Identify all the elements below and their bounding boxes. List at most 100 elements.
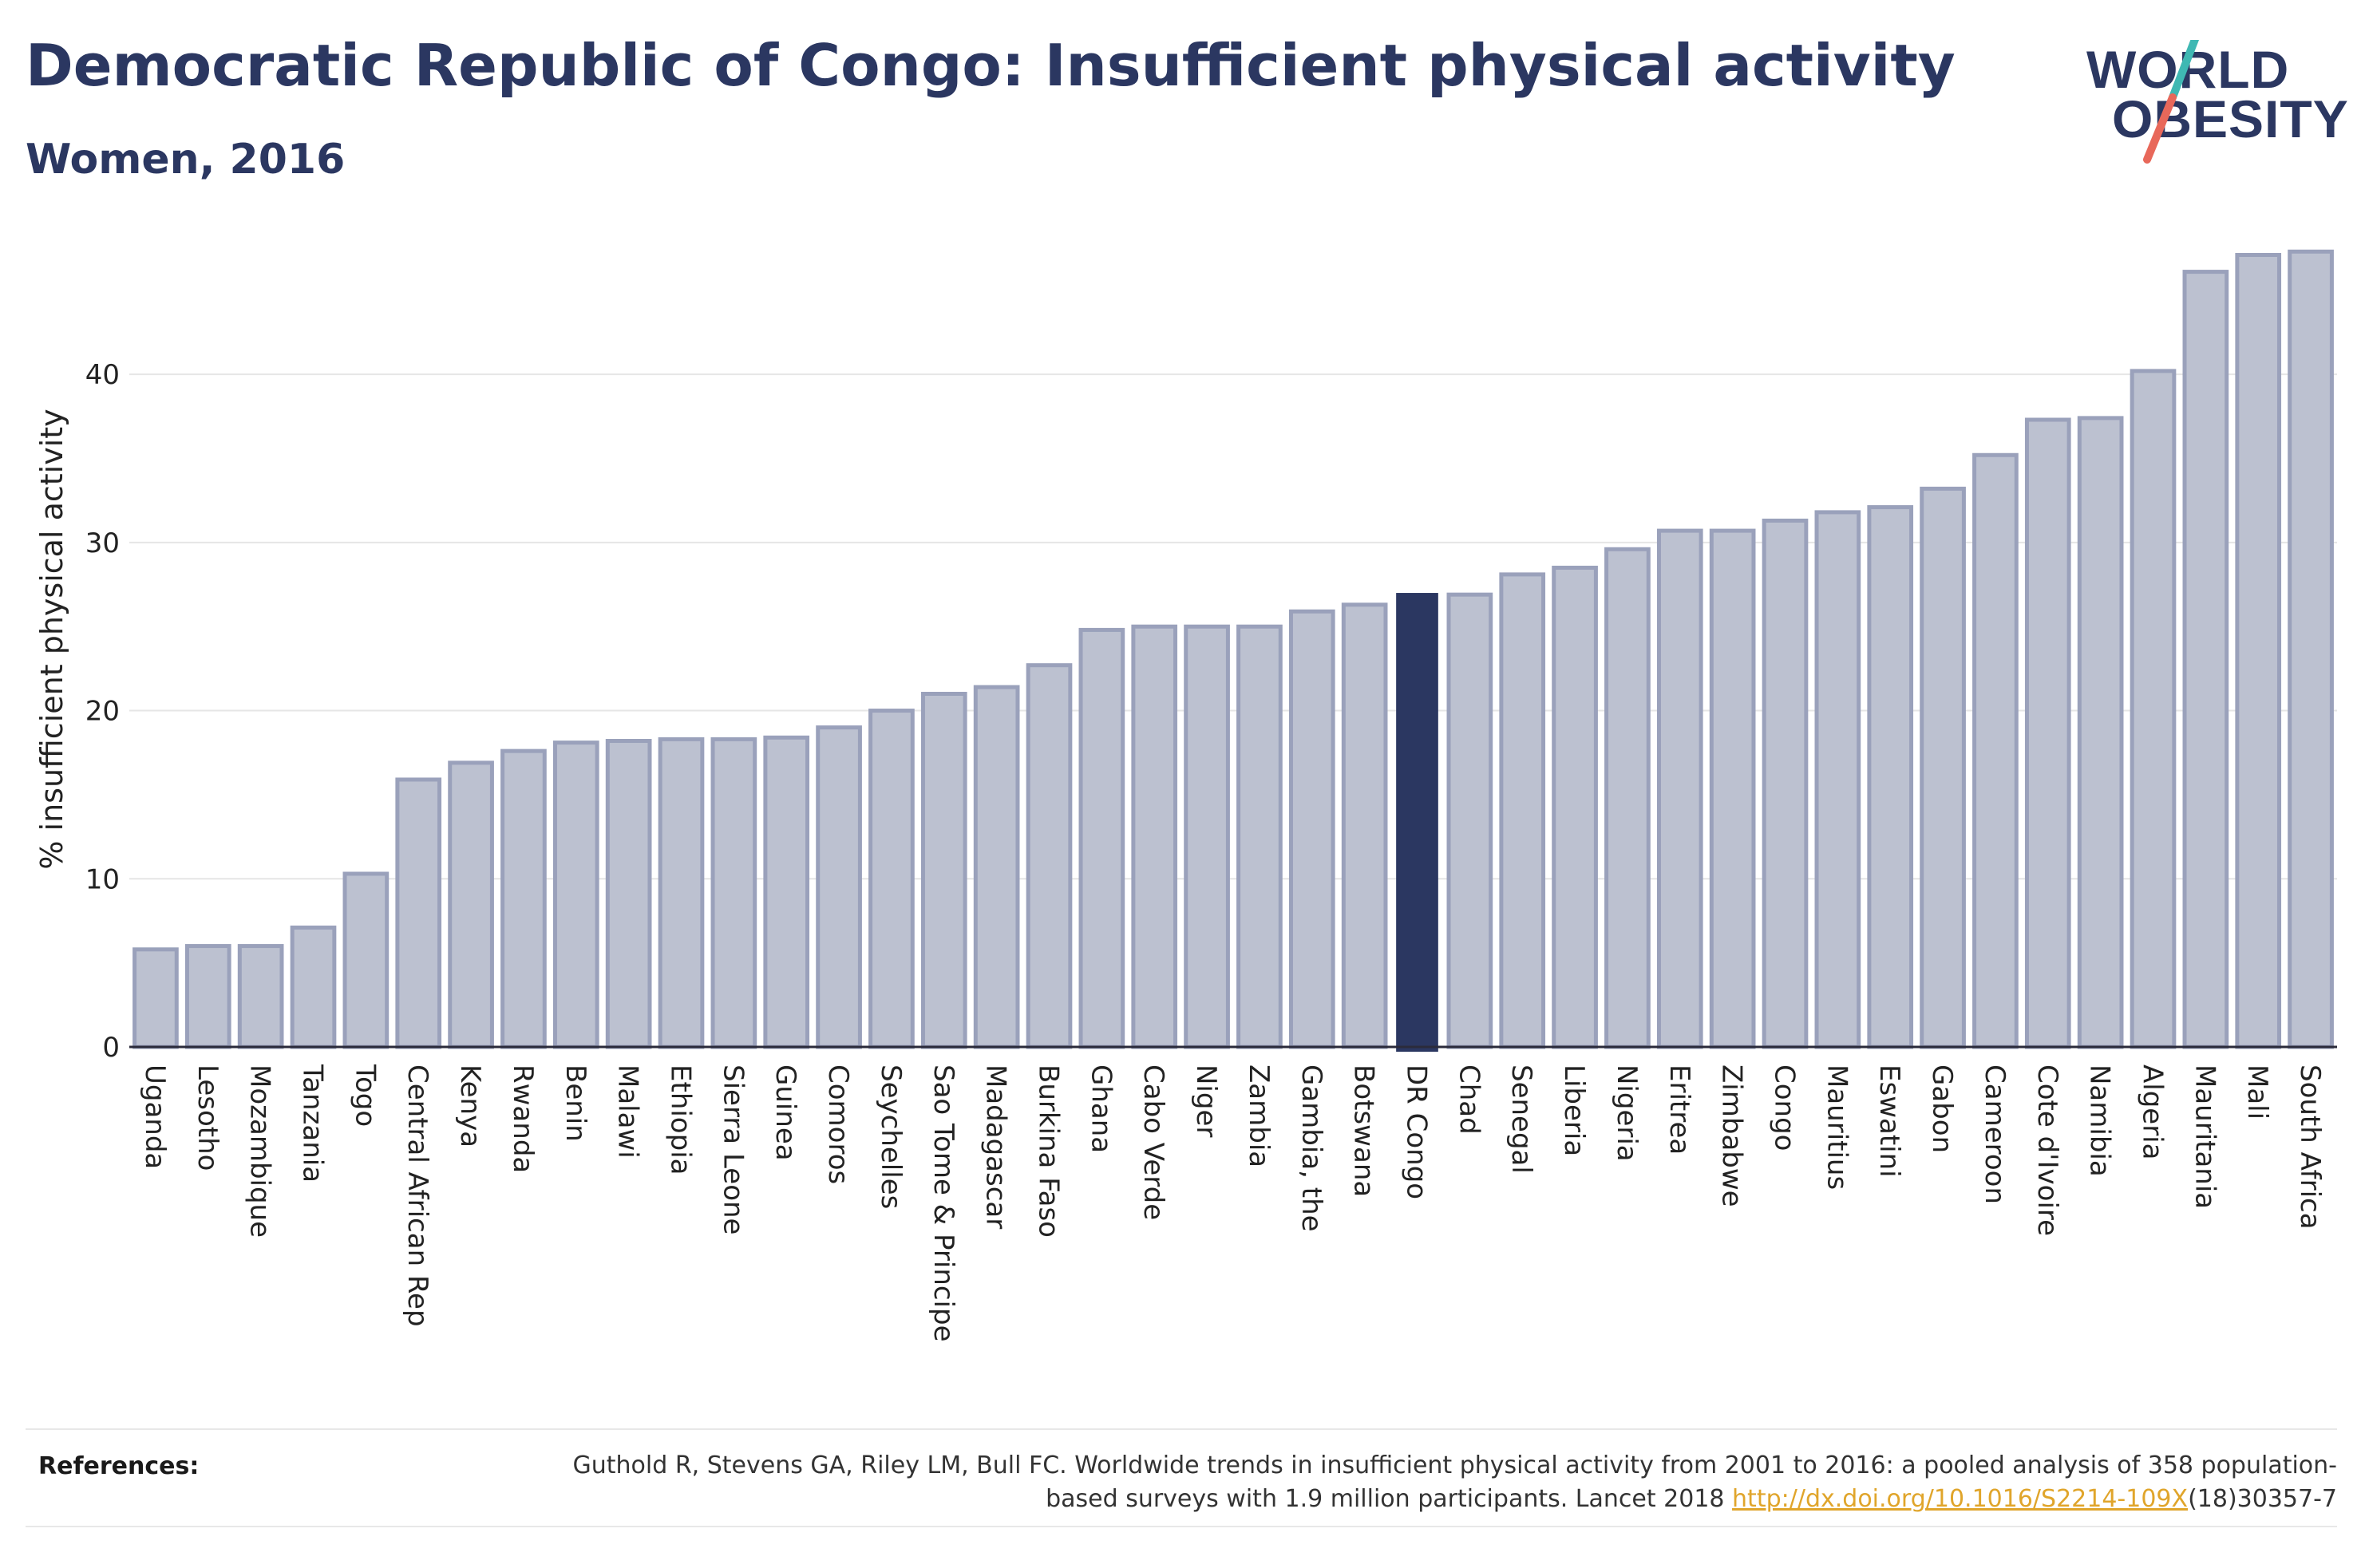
- x-tick-label: Central African Rep: [401, 1064, 433, 1327]
- bar: [1709, 528, 1756, 1049]
- x-tick-label: Liberia: [1558, 1064, 1590, 1156]
- bar: [868, 709, 915, 1049]
- x-tick-label: Zambia: [1243, 1064, 1275, 1167]
- x-tick-label: Comoros: [822, 1064, 854, 1184]
- bar: [184, 944, 231, 1049]
- bar: [1552, 565, 1598, 1049]
- bar: [763, 735, 810, 1049]
- y-tick-label: 20: [85, 696, 120, 728]
- x-tick-label: Mauritania: [2189, 1064, 2221, 1209]
- x-tick-label: Cameroon: [1979, 1064, 2011, 1204]
- chart-subtitle: Women, 2016: [26, 136, 346, 184]
- x-tick-label: Mauritius: [1821, 1064, 1853, 1190]
- bar: [1236, 624, 1283, 1049]
- y-tick-label: 0: [102, 1032, 120, 1064]
- bar: [342, 871, 390, 1049]
- x-tick-label: South Africa: [2294, 1064, 2326, 1230]
- logo-slash-icon: [2143, 40, 2200, 164]
- x-tick-label: Malawi: [612, 1064, 644, 1159]
- bar: [448, 760, 494, 1049]
- bar: [1184, 624, 1230, 1049]
- references-doi-link[interactable]: http://dx.doi.org/10.1016/S2214-109X: [1732, 1485, 2189, 1513]
- x-tick-label: Eritrea: [1663, 1064, 1695, 1155]
- bar: [816, 725, 862, 1049]
- bar: [132, 947, 179, 1049]
- bar: [500, 748, 547, 1049]
- x-tick-label: Tanzania: [297, 1064, 329, 1183]
- x-tick-label: Niger: [1190, 1064, 1222, 1137]
- bar: [1078, 627, 1125, 1049]
- y-tick-label: 30: [85, 527, 120, 559]
- y-tick-label: 10: [85, 863, 120, 895]
- x-tick-label: Congo: [1769, 1064, 1801, 1151]
- x-tick-label: Cote d'Ivoire: [2031, 1064, 2063, 1236]
- bar: [1026, 663, 1073, 1049]
- world-obesity-logo: WORLD OBESITY: [2083, 40, 2349, 176]
- x-tick-label: Burkina Faso: [1033, 1064, 1065, 1238]
- bar: [1499, 572, 1546, 1049]
- x-tick-label: Madagascar: [980, 1064, 1012, 1229]
- chart-title: Democratic Republic of Congo: Insufficie…: [26, 32, 1956, 99]
- bar: [1288, 609, 1335, 1049]
- bar: [1972, 452, 2019, 1049]
- x-tick-label: Seychelles: [875, 1064, 907, 1209]
- bar: [2235, 253, 2282, 1049]
- bar: [2182, 270, 2229, 1049]
- bar: [395, 777, 442, 1049]
- bar: [605, 738, 652, 1049]
- references-citation: Guthold R, Stevens GA, Riley LM, Bull FC…: [572, 1451, 2337, 1513]
- bar: [1656, 528, 1703, 1049]
- bar: [290, 925, 337, 1049]
- x-tick-label: Mozambique: [244, 1064, 276, 1238]
- x-tick-label: Ethiopia: [665, 1064, 697, 1175]
- bar: [710, 737, 757, 1049]
- bar: [1131, 624, 1178, 1049]
- x-tick-label: Lesotho: [192, 1064, 223, 1171]
- x-tick-label: Senegal: [1505, 1064, 1537, 1174]
- bar: [237, 944, 284, 1049]
- bar: [1814, 510, 1861, 1049]
- x-tick-label: Benin: [560, 1064, 591, 1142]
- references-section: References: Guthold R, Stevens GA, Riley…: [26, 1428, 2337, 1527]
- x-tick-label: DR Congo: [1401, 1064, 1433, 1199]
- x-tick-label: Eswatini: [1873, 1064, 1905, 1178]
- bar: [2288, 249, 2334, 1049]
- x-tick-label: Sao Tome & Principe: [927, 1064, 959, 1342]
- x-tick-label: Togo: [349, 1064, 381, 1127]
- x-tick-label: Guinea: [769, 1064, 801, 1161]
- x-tick-label: Gambia, the: [1295, 1064, 1327, 1232]
- x-tick-label: Mali: [2241, 1064, 2273, 1120]
- bar: [920, 691, 967, 1049]
- x-tick-label: Gabon: [1926, 1064, 1958, 1153]
- bar-chart: 0 10 20 30 40 % insufficient physical activit…: [34, 249, 2337, 1342]
- bar: [1604, 547, 1651, 1049]
- bar: [2077, 416, 2124, 1049]
- bar: [2024, 417, 2071, 1049]
- x-tick-label: Zimbabwe: [1716, 1064, 1748, 1207]
- x-tick-label: Nigeria: [1611, 1064, 1643, 1162]
- bar: [1867, 505, 1914, 1049]
- bar: [2130, 369, 2177, 1049]
- x-tick-label: Uganda: [139, 1064, 171, 1169]
- bar: [552, 741, 599, 1049]
- x-tick-label: Ghana: [1085, 1064, 1117, 1153]
- bar: [1341, 602, 1388, 1049]
- references-citation-suffix: (18)30357-7: [2188, 1485, 2337, 1513]
- bar: [1920, 486, 1966, 1049]
- references-label: References:: [38, 1452, 200, 1480]
- x-tick-label: Namibia: [2084, 1064, 2116, 1177]
- logo-text-obesity: OBESITY: [2112, 89, 2349, 148]
- x-tick-label: Algeria: [2137, 1064, 2169, 1159]
- y-tick-label: 40: [85, 359, 120, 391]
- bar: [973, 685, 1020, 1049]
- references-text: Guthold R, Stevens GA, Riley LM, Bull FC…: [501, 1449, 2337, 1516]
- bar: [658, 737, 705, 1049]
- bar-highlighted: [1396, 593, 1438, 1052]
- x-tick-label: Cabo Verde: [1137, 1064, 1169, 1220]
- x-tick-label: Sierra Leone: [717, 1064, 749, 1234]
- bar: [1446, 592, 1493, 1049]
- x-tick-label: Botswana: [1348, 1064, 1380, 1197]
- x-tick-label: Rwanda: [507, 1064, 539, 1173]
- x-tick-label: Kenya: [454, 1064, 486, 1147]
- bar: [1762, 518, 1809, 1049]
